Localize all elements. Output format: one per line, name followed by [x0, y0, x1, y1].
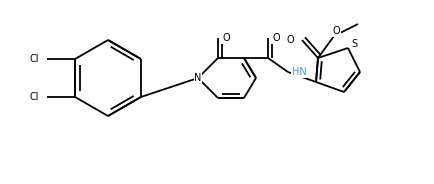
Text: HN: HN — [292, 67, 307, 77]
Text: N: N — [194, 73, 202, 83]
Text: O: O — [222, 33, 230, 43]
Text: Cl: Cl — [30, 54, 39, 64]
Text: O: O — [272, 33, 280, 43]
Text: O: O — [286, 35, 294, 45]
Text: Cl: Cl — [30, 92, 39, 102]
Text: S: S — [351, 39, 357, 49]
Text: O: O — [332, 26, 340, 36]
